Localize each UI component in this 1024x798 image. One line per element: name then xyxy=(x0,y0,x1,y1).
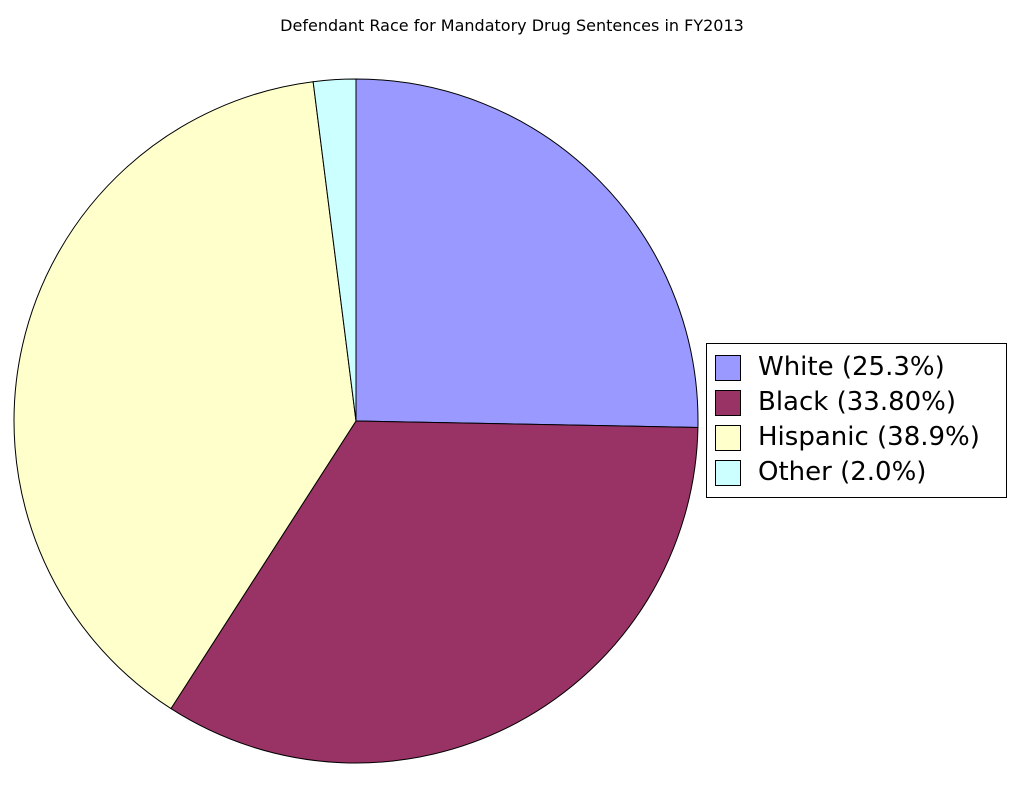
legend-item-black: Black (33.80%) xyxy=(707,385,1006,420)
legend-item-other: Other (2.0%) xyxy=(707,455,1006,490)
legend-swatch-black xyxy=(715,389,741,416)
pie-slice-other xyxy=(312,78,357,422)
legend-swatch-white xyxy=(715,354,741,381)
legend-label-other: Other (2.0%) xyxy=(758,457,927,487)
pie-slices xyxy=(13,78,699,764)
pie-slice-black xyxy=(170,420,699,764)
pie-slice-white xyxy=(355,78,699,428)
legend-label-white: White (25.3%) xyxy=(758,352,945,382)
legend-item-white: White (25.3%) xyxy=(707,350,1006,385)
legend-swatch-other xyxy=(715,459,741,486)
legend-label-black: Black (33.80%) xyxy=(758,387,957,417)
legend-swatch-hispanic xyxy=(715,424,741,451)
legend: White (25.3%) Black (33.80%) Hispanic (3… xyxy=(706,343,1007,498)
chart-title: Defendant Race for Mandatory Drug Senten… xyxy=(280,16,744,35)
legend-item-hispanic: Hispanic (38.9%) xyxy=(707,420,1006,455)
pie-slice-hispanic xyxy=(13,81,357,710)
legend-label-hispanic: Hispanic (38.9%) xyxy=(758,422,980,452)
